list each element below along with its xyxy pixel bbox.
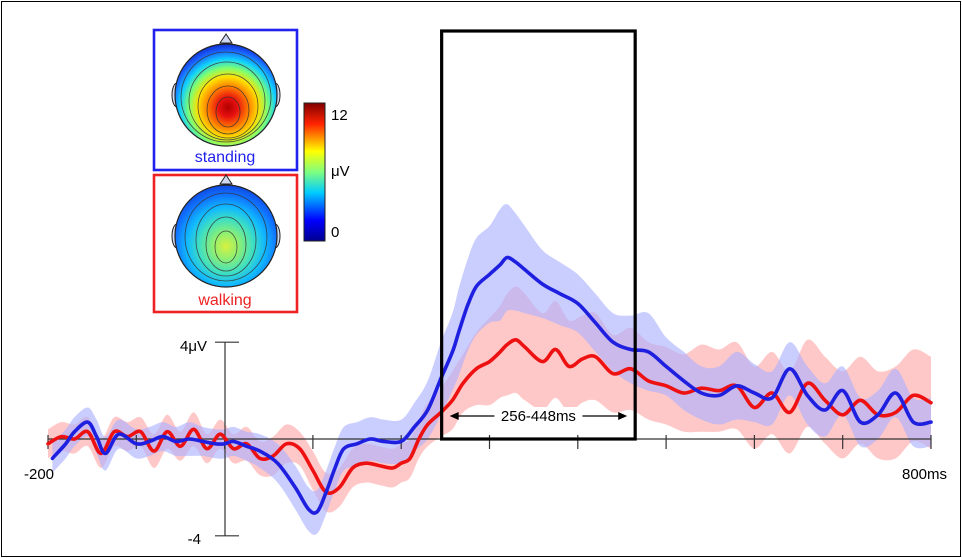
colorbar-max-label: 12	[331, 107, 348, 124]
standing-label: standing	[195, 149, 256, 166]
standing-series-line	[50, 255, 933, 515]
window-label: 256-448ms	[501, 408, 576, 425]
arrow-right-head	[618, 412, 628, 420]
y-tick-label-bottom: -4	[188, 531, 201, 548]
walking-label: walking	[197, 292, 251, 309]
x-tick-label-end: 800ms	[902, 466, 947, 483]
colorbar: 12 μV 0	[303, 102, 350, 242]
standing-nose	[219, 33, 233, 44]
y-tick-label-top: 4μV	[180, 338, 207, 355]
window-label-background	[494, 407, 583, 425]
walking-topomap-panel: walking	[152, 173, 299, 314]
standing-error-band	[52, 204, 931, 535]
standing-topomap-panel: standing	[152, 28, 299, 172]
analysis-window-box	[440, 29, 637, 441]
standing-head-map	[174, 43, 278, 147]
colorbar-gradient	[303, 102, 326, 242]
colorbar-min-label: 0	[331, 224, 339, 241]
walking-nose	[219, 174, 233, 185]
standing-contours	[180, 51, 272, 143]
x-tick-label-start: -200	[24, 466, 54, 483]
walking-head-map	[174, 184, 278, 288]
arrow-left-head	[449, 412, 459, 420]
colorbar-unit-label: μV	[331, 163, 350, 180]
walking-contours	[184, 192, 268, 282]
